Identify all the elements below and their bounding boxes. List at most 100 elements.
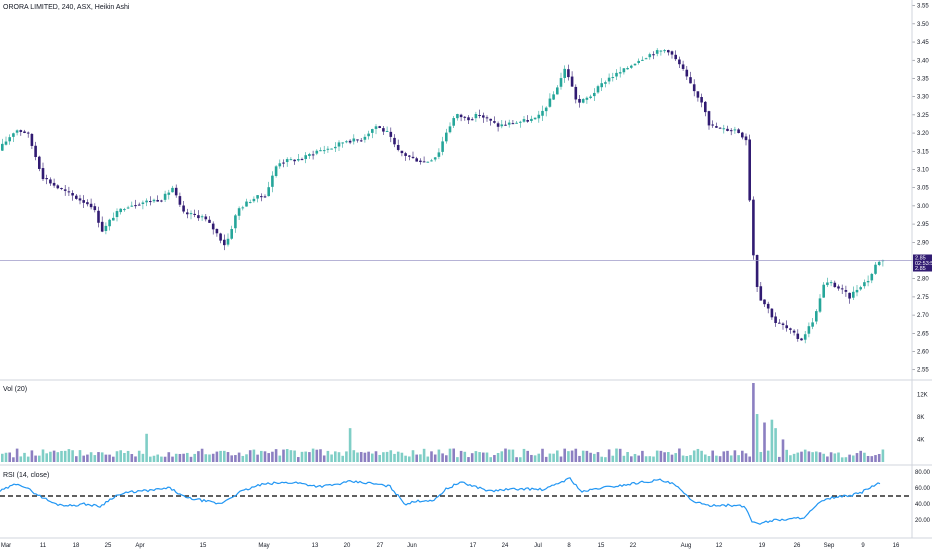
volume-bar	[219, 450, 222, 462]
candle-body	[796, 333, 800, 339]
volume-bar	[123, 452, 126, 462]
candle-body	[604, 82, 607, 84]
price-tick-label: 2.55	[917, 368, 929, 374]
candle-body	[755, 254, 759, 287]
volume-bar	[781, 439, 785, 462]
volume-bar	[807, 451, 811, 462]
candle-body	[433, 157, 437, 160]
volume-bar	[715, 455, 718, 462]
time-tick-label: Jun	[407, 543, 417, 549]
volume-bar	[352, 450, 356, 462]
candle-body	[241, 207, 245, 209]
candle-body	[648, 54, 652, 58]
volume-bar	[578, 455, 581, 462]
volume-bar	[260, 450, 263, 462]
volume-pane: Vol (20) 12K 8K 4K	[1, 383, 928, 462]
time-tick-label: 24	[502, 543, 509, 549]
candle-body	[319, 150, 322, 152]
volume-bar	[585, 450, 589, 462]
candle-body	[774, 316, 777, 323]
candle-body	[304, 155, 307, 160]
candle-body	[326, 148, 330, 150]
candle-body	[866, 280, 870, 283]
volume-bar	[537, 453, 541, 462]
time-tick-label: 9	[861, 543, 865, 549]
volume-bar	[877, 453, 881, 462]
candle-body	[785, 325, 788, 329]
volume-bar	[630, 456, 633, 462]
candle-body	[552, 94, 555, 100]
time-tick-label: 13	[312, 543, 319, 549]
rsi-label: RSI (14, close)	[3, 472, 49, 479]
candle-body	[803, 334, 807, 340]
candle-body	[448, 126, 452, 133]
volume-bar	[692, 450, 696, 462]
candle-body	[67, 191, 71, 193]
volume-bar	[689, 455, 692, 462]
candle-body	[844, 290, 848, 292]
candle-body	[385, 130, 389, 132]
candle-body	[837, 286, 840, 289]
candle-body	[870, 273, 874, 281]
candle-body	[840, 288, 844, 290]
price-tick-label: 3.15	[917, 149, 929, 155]
candle-body	[315, 150, 319, 154]
volume-bar	[119, 450, 122, 462]
candle-body	[415, 158, 418, 162]
volume-bar	[604, 457, 607, 462]
volume-bar	[633, 453, 637, 462]
candle-body	[63, 189, 67, 191]
rsi-tick-label: 60.00	[915, 486, 931, 492]
volume-bar	[300, 451, 304, 462]
volume-bar	[319, 449, 322, 462]
volume-bar	[363, 452, 367, 462]
volume-bar	[470, 453, 474, 462]
volume-bar	[345, 451, 348, 462]
candle-body	[704, 101, 707, 113]
volume-bar	[182, 453, 185, 462]
candle-body	[408, 155, 411, 157]
volume-bar	[441, 453, 444, 462]
volume-bar	[337, 452, 341, 462]
volume-bar	[359, 452, 363, 462]
candle-body	[163, 193, 167, 200]
candle-body	[630, 65, 633, 68]
candle-body	[400, 150, 404, 154]
volume-bar	[326, 450, 330, 462]
volume-bar	[297, 457, 300, 462]
volume-bar	[852, 455, 855, 462]
candle-body	[297, 159, 300, 161]
volume-bar	[226, 452, 230, 462]
time-tick-label: May	[258, 543, 269, 549]
volume-bar	[533, 455, 537, 462]
time-tick-label: 15	[598, 543, 605, 549]
candle-body	[463, 116, 467, 118]
candle-body	[52, 182, 56, 186]
volume-bar	[193, 453, 196, 462]
volume-bar	[274, 449, 278, 462]
candle-body	[215, 228, 219, 234]
price-tick-label: 3.05	[917, 186, 929, 192]
candle-body	[467, 117, 470, 121]
time-tick-label: 25	[105, 543, 112, 549]
candle-body	[533, 117, 537, 120]
volume-bar	[718, 456, 722, 462]
volume-bar	[311, 448, 315, 462]
candle-body	[282, 162, 285, 164]
volume-bar	[174, 453, 178, 462]
volume-bar	[396, 451, 400, 462]
candle-body	[763, 299, 766, 305]
candle-body	[363, 136, 367, 140]
candle-body	[200, 216, 204, 218]
candle-body	[563, 68, 566, 78]
candle-body	[822, 284, 825, 298]
volume-bar	[866, 455, 870, 462]
volume-bar	[137, 450, 141, 462]
candle-body	[274, 166, 278, 177]
candle-body	[859, 287, 862, 290]
volume-bar	[811, 452, 814, 462]
candle-body	[230, 229, 233, 239]
price-tick-label: 3.25	[917, 113, 929, 119]
volume-bar	[60, 450, 63, 462]
